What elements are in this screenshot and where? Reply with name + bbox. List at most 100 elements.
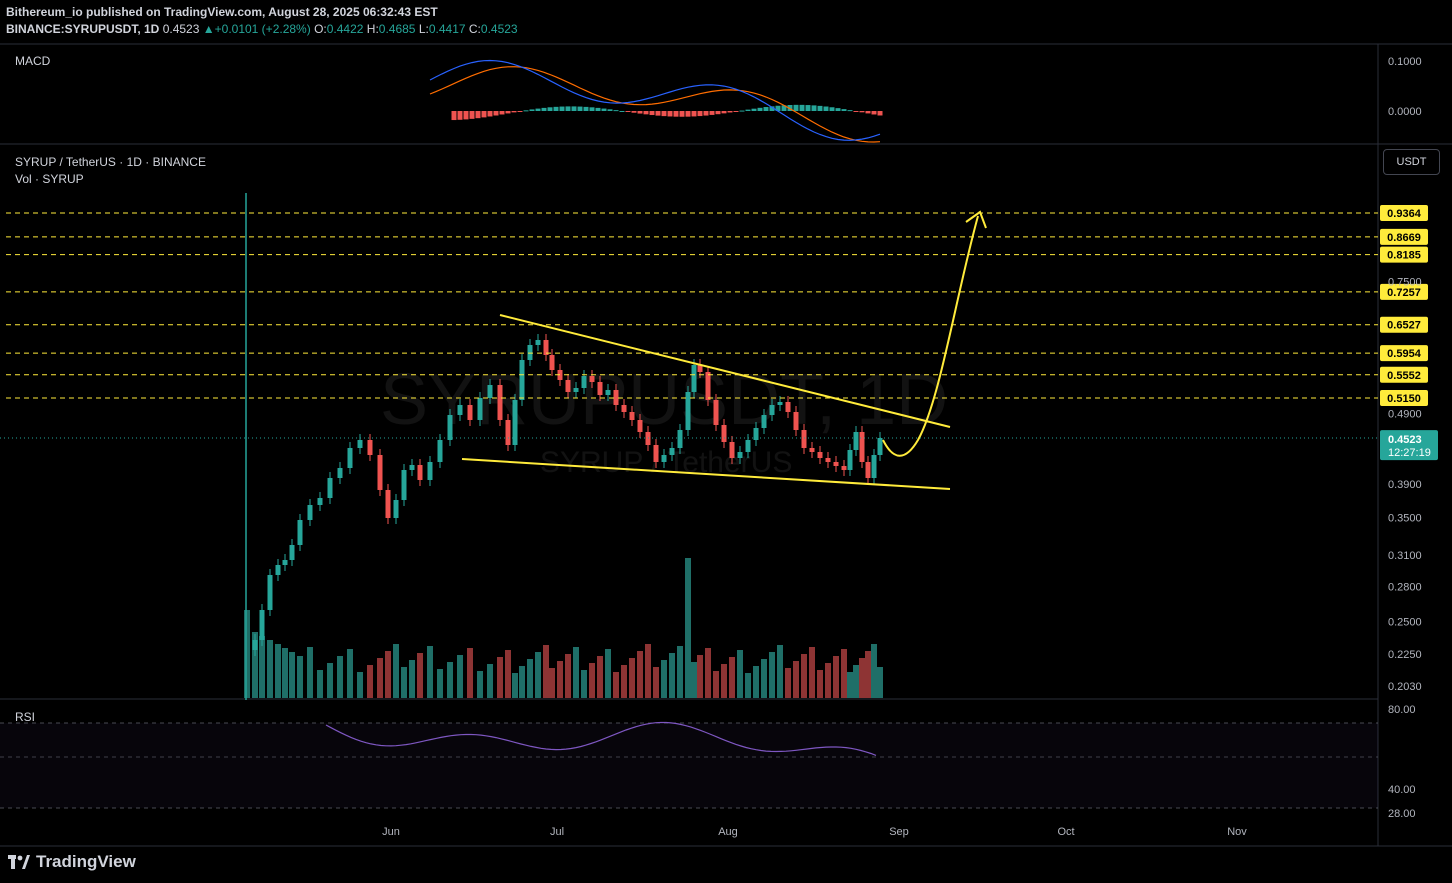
candle-body bbox=[543, 340, 549, 355]
macd-histogram-bar bbox=[679, 111, 685, 117]
volume-bar bbox=[669, 653, 675, 698]
candle-body bbox=[705, 372, 711, 400]
volume-bar bbox=[865, 651, 871, 698]
macd-histogram-bar bbox=[877, 111, 883, 116]
candle-body bbox=[721, 425, 727, 442]
publisher-line: Bithereum_io published on TradingView.co… bbox=[6, 5, 438, 19]
macd-histogram-bar bbox=[691, 111, 697, 117]
candle-body bbox=[377, 455, 383, 490]
macd-pane-label[interactable]: MACD bbox=[15, 54, 51, 68]
volume-bar bbox=[825, 663, 831, 698]
candle-body bbox=[801, 430, 807, 448]
volume-bar bbox=[377, 658, 383, 698]
macd-histogram-bar bbox=[865, 111, 871, 114]
macd-histogram-bar bbox=[541, 107, 547, 111]
high-value: 0.4685 bbox=[378, 22, 416, 36]
resistance-levels[interactable]: 0.9364 0.8669 0.8185 0.7257 0.6527 0.5954 0.55… bbox=[6, 205, 1438, 461]
price-change: +0.0101 (+2.28%) bbox=[214, 22, 311, 36]
candles[interactable] bbox=[245, 193, 883, 700]
volume-bar bbox=[447, 662, 453, 698]
bar-countdown-label: 12:27:19 bbox=[1388, 447, 1431, 459]
brand-name: TradingView bbox=[36, 852, 136, 871]
volume-bar bbox=[833, 656, 839, 698]
volume-bar bbox=[677, 646, 683, 698]
volume-bar bbox=[477, 671, 483, 698]
open-value: 0.4422 bbox=[326, 22, 364, 36]
macd-histogram-bar bbox=[463, 111, 469, 120]
axes: 0.2030 0.2250 0.2500 0.2800 0.3100 0.3500 0.39… bbox=[382, 56, 1422, 838]
volume-bar bbox=[645, 644, 651, 698]
volume-bar bbox=[409, 660, 415, 698]
candle-body bbox=[597, 382, 603, 395]
candle-body bbox=[512, 400, 518, 445]
candle-body bbox=[669, 448, 675, 455]
wedge-upper-trendline[interactable] bbox=[499, 314, 951, 428]
rsi-pane-label[interactable]: RSI bbox=[15, 710, 36, 724]
macd-histogram-bar bbox=[577, 106, 583, 111]
macd-histogram-bar bbox=[619, 110, 625, 112]
low-value: 0.4417 bbox=[428, 22, 466, 36]
candle-body bbox=[327, 478, 333, 498]
macd-histogram-bar bbox=[817, 105, 823, 111]
rsi-indicator[interactable] bbox=[325, 721, 877, 756]
macd-histogram-bar bbox=[613, 110, 619, 112]
candle-body bbox=[457, 405, 463, 415]
candle-body bbox=[853, 432, 859, 450]
macd-histogram-bar bbox=[853, 111, 859, 112]
volume-bar bbox=[691, 662, 697, 698]
volume-bar bbox=[347, 649, 353, 698]
volume-bar bbox=[565, 654, 571, 698]
macd-histogram-bar bbox=[487, 111, 493, 117]
volume-bar bbox=[457, 655, 463, 698]
volume-bar bbox=[367, 665, 373, 698]
resistance-price-tag bbox=[1380, 246, 1428, 263]
volume-bar bbox=[801, 654, 807, 698]
price-tick-label: 0.2800 bbox=[1388, 581, 1422, 593]
macd-histogram-bar bbox=[787, 104, 793, 111]
volume-bar bbox=[393, 644, 399, 698]
open-label: O: bbox=[314, 22, 327, 36]
candle-body bbox=[437, 440, 443, 462]
projection-arrow[interactable] bbox=[882, 215, 979, 457]
candle-body bbox=[697, 365, 703, 372]
volume-bar bbox=[785, 668, 791, 698]
tradingview-logo[interactable]: TradingView bbox=[8, 852, 136, 872]
candle-body bbox=[737, 452, 743, 458]
candle-body bbox=[637, 420, 643, 432]
macd-histogram-bar bbox=[859, 111, 865, 113]
macd-histogram-bar bbox=[649, 111, 655, 116]
volume-label[interactable]: Vol · SYRUP bbox=[15, 172, 84, 186]
macd-histogram-bar bbox=[517, 111, 523, 112]
candle-body bbox=[769, 405, 775, 415]
rsi-band-fill bbox=[0, 723, 1378, 808]
time-axis-label: Aug bbox=[718, 826, 738, 838]
volume-bar bbox=[317, 670, 323, 698]
volume-bar bbox=[613, 672, 619, 698]
macd-histogram-bar bbox=[781, 105, 787, 111]
macd-histogram-bar bbox=[661, 111, 667, 117]
volume-bar bbox=[327, 663, 333, 698]
macd-histogram-bar bbox=[583, 106, 589, 111]
currency-button[interactable]: USDT bbox=[1383, 149, 1440, 175]
macd-histogram-bar bbox=[757, 107, 763, 111]
resistance-price-label: 0.5954 bbox=[1387, 348, 1422, 360]
candle-body bbox=[477, 398, 483, 420]
resistance-price-tag bbox=[1380, 366, 1428, 383]
resistance-price-tag bbox=[1380, 228, 1428, 245]
main-pane-title[interactable]: SYRUP / TetherUS · 1D · BINANCE bbox=[15, 155, 206, 169]
candle-body bbox=[793, 412, 799, 430]
candle-body bbox=[527, 345, 533, 360]
time-axis-label: Oct bbox=[1057, 826, 1074, 838]
wedge-lower-trendline[interactable] bbox=[461, 458, 951, 490]
volume-bar bbox=[809, 647, 815, 698]
candle-body bbox=[877, 438, 883, 455]
macd-indicator[interactable] bbox=[429, 59, 883, 143]
volume-bar bbox=[761, 659, 767, 698]
candle-body bbox=[535, 340, 541, 345]
candle-body bbox=[487, 385, 493, 398]
macd-histogram-bar bbox=[529, 109, 535, 111]
macd-histogram-bar bbox=[715, 111, 721, 115]
volume-bar bbox=[519, 666, 525, 698]
candle-body bbox=[267, 575, 273, 610]
